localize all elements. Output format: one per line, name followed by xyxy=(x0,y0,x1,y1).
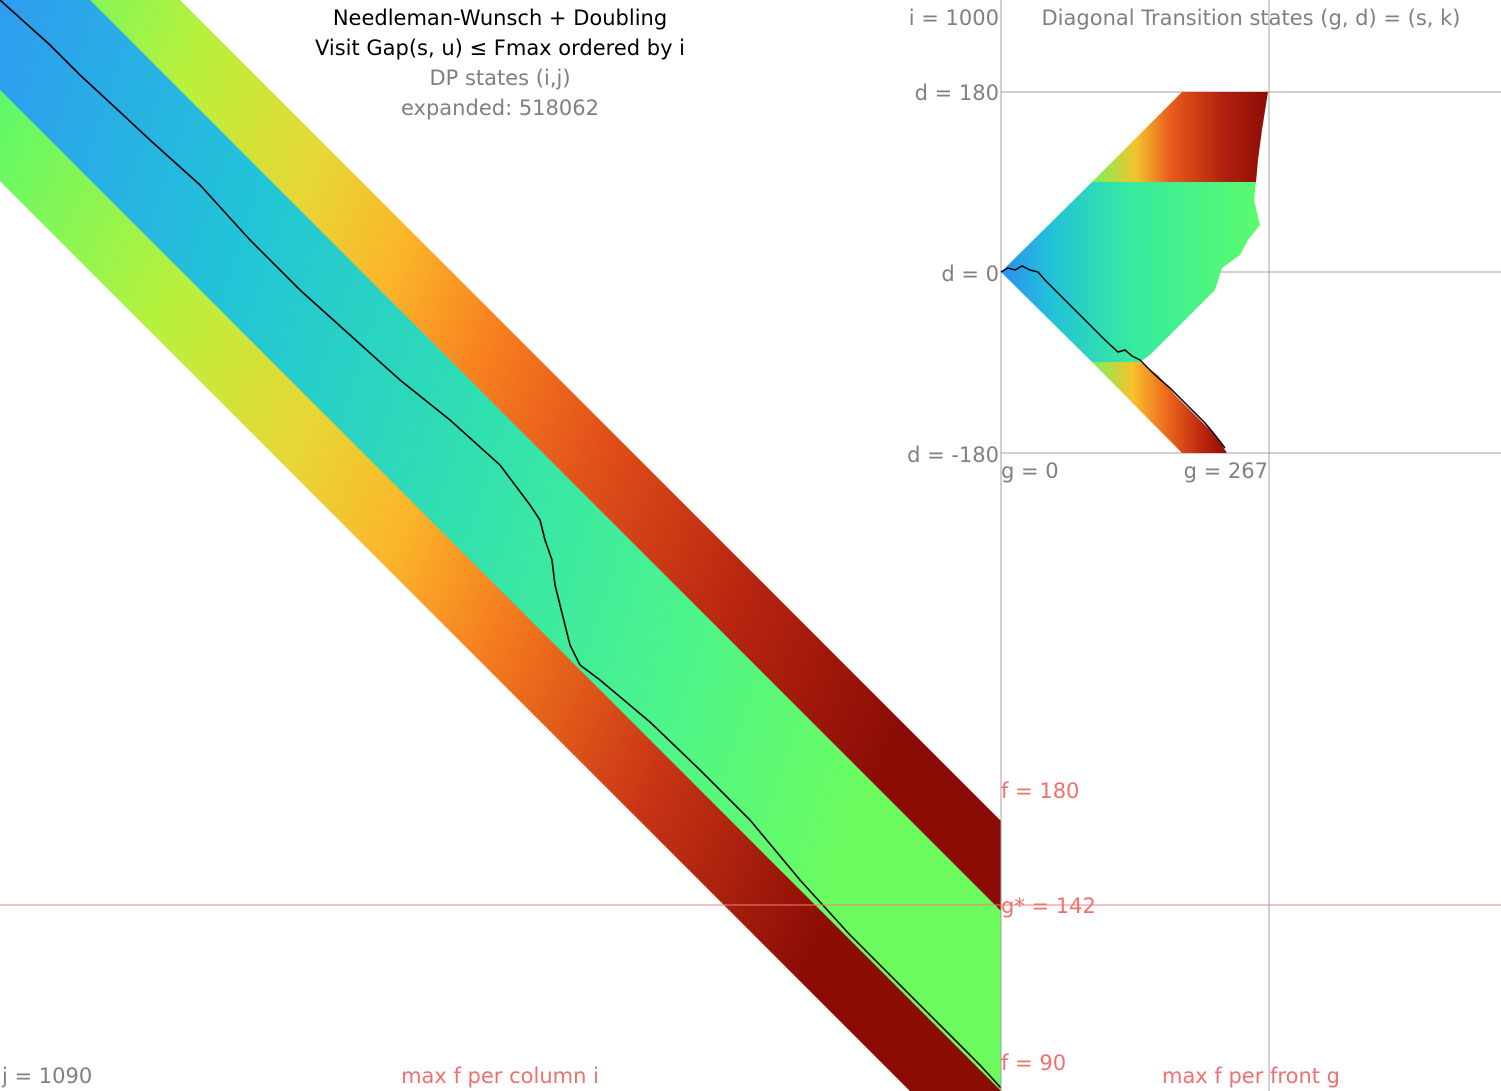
i-label: i = 1000 xyxy=(909,6,999,30)
dt-states-region xyxy=(1001,92,1268,453)
gstar-label: g* = 142 xyxy=(1001,894,1096,918)
title-line1: Needleman-Wunsch + Doubling xyxy=(333,6,667,30)
dp-band-inner xyxy=(0,0,1001,1091)
alignment-path xyxy=(0,0,1002,1089)
d0-label: d = 0 xyxy=(941,262,999,286)
d180-label: d = 180 xyxy=(915,81,999,105)
dp-band-region xyxy=(0,0,1001,1091)
g0-label: g = 0 xyxy=(1001,459,1059,483)
expanded-count: expanded: 518062 xyxy=(401,96,599,120)
dp-band-lower xyxy=(0,90,1001,1091)
dp-bottom-label: max f per column i xyxy=(401,1064,599,1088)
f180-label: f = 180 xyxy=(1001,779,1079,803)
dt-bottom-label: max f per front g xyxy=(1162,1064,1340,1088)
dp-states-label: DP states (i,j) xyxy=(429,66,570,90)
dt-title: Diagonal Transition states (g, d) = (s, … xyxy=(1042,6,1461,30)
title-line2: Visit Gap(s, u) ≤ Fmax ordered by i xyxy=(315,36,685,60)
dneg180-label: d = -180 xyxy=(907,443,999,467)
g267-label: g = 267 xyxy=(1184,459,1268,483)
dt-upper-wedge xyxy=(1092,92,1268,182)
dt-lower-wedge xyxy=(1092,362,1227,453)
f90-label: f = 90 xyxy=(1001,1051,1066,1075)
dt-middle-region xyxy=(1001,182,1260,362)
dt-alignment-path xyxy=(1000,265,1226,449)
j-corner-label: j = 1090 xyxy=(1,1064,92,1088)
